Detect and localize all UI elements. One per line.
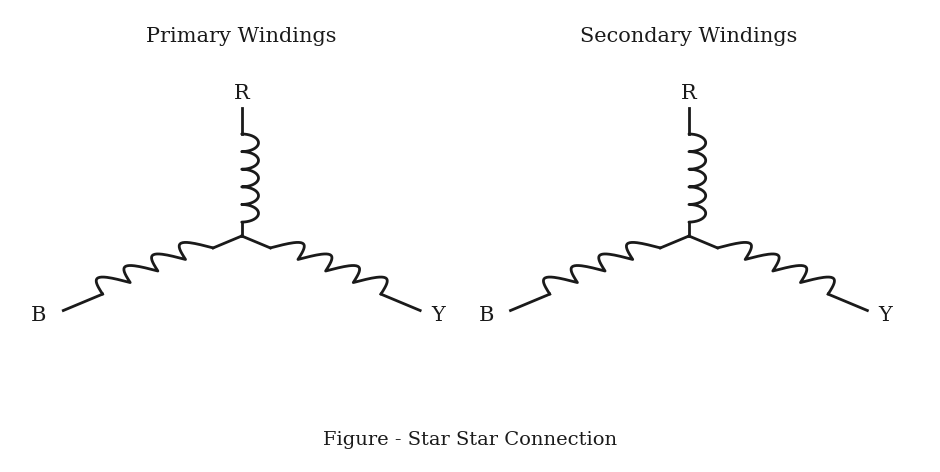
Text: R: R — [234, 84, 250, 103]
Text: B: B — [31, 306, 47, 325]
Text: Primary Windings: Primary Windings — [147, 27, 337, 46]
Text: Secondary Windings: Secondary Windings — [580, 27, 798, 46]
Text: B: B — [478, 306, 494, 325]
Text: Y: Y — [879, 306, 892, 325]
Text: R: R — [682, 84, 697, 103]
Text: Figure - Star Star Connection: Figure - Star Star Connection — [323, 431, 617, 449]
Text: Y: Y — [431, 306, 446, 325]
